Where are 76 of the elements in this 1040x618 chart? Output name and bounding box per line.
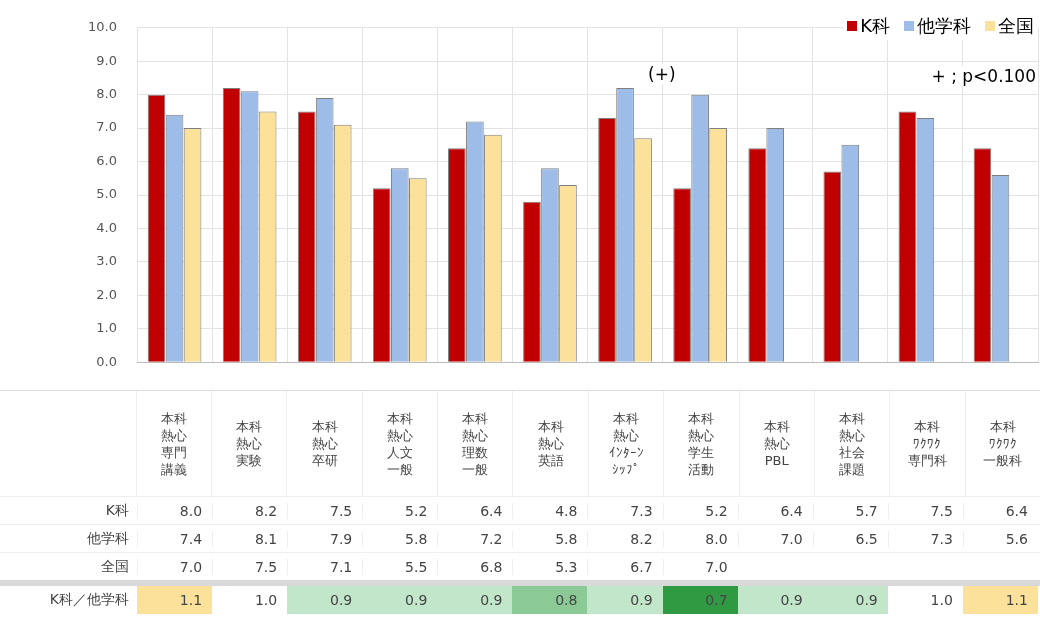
data-label: 0.9 (812, 586, 888, 614)
x-tick-label: 本科熱心人文一般 (386, 409, 413, 478)
y-tick-label: 2.0 (96, 286, 117, 302)
data-label: 6.8 (437, 558, 513, 575)
x-tick-label: 本科熱心学生活動 (688, 409, 715, 478)
y-tick-label: 3.0 (96, 253, 117, 269)
legend-label: 他学科 (917, 14, 971, 38)
data-label: 6.4 (737, 502, 813, 519)
data-label: 5.2 (662, 502, 738, 519)
data-label: 8.0 (662, 530, 738, 547)
data-label: 0.9 (362, 586, 438, 614)
data-label: 7.1 (287, 558, 363, 575)
data-label: 7.4 (137, 530, 213, 547)
data-label: 7.0 (662, 558, 738, 575)
y-tick-label: 0.0 (96, 353, 117, 369)
data-label: 0.9 (287, 586, 363, 614)
data-label: 1.0 (212, 586, 288, 614)
data-label: 0.7 (662, 586, 738, 614)
x-tick-label: 本科熱心社会課題 (839, 409, 866, 478)
data-label: 7.3 (587, 502, 663, 519)
data-label: 0.8 (512, 586, 588, 614)
y-tick-label: K科／他学科 (48, 591, 130, 609)
y-tick-label: 8.0 (96, 86, 117, 102)
data-label: 6.7 (587, 558, 663, 575)
data-label: 8.2 (212, 502, 288, 519)
x-tick-label: 本科熱心卒研 (311, 418, 338, 469)
x-tick-label: 本科熱心ｲﾝﾀｰﾝｼｯﾌﾟ (608, 409, 644, 478)
x-tick-label: 本科熱心PBL (763, 418, 790, 469)
data-label: 1.0 (887, 586, 963, 614)
x-tick-label: 本科熱心英語 (537, 418, 564, 469)
legend-label: 全国 (998, 14, 1034, 38)
data-label: 5.3 (512, 558, 588, 575)
data-label: 8.1 (212, 530, 288, 547)
data-label: 7.5 (212, 558, 288, 575)
data-label: 7.5 (287, 502, 363, 519)
y-tick-label: 1.0 (96, 320, 117, 336)
y-tick-label: 10.0 (88, 19, 117, 35)
data-label: 0.9 (587, 586, 663, 614)
data-label: 6.4 (437, 502, 513, 519)
data-label: 1.1 (962, 586, 1038, 614)
data-label: 5.8 (512, 530, 588, 547)
y-tick-label: 6.0 (96, 152, 117, 168)
data-label: 8.2 (587, 530, 663, 547)
data-label: 7.0 (737, 530, 813, 547)
data-label: 7.9 (287, 530, 363, 547)
y-tick-label: 4.0 (96, 219, 117, 235)
text: 全国 (101, 557, 129, 574)
x-tick-label: 本科熱心専門講義 (160, 409, 187, 478)
data-label: 6.4 (962, 502, 1038, 519)
legend-label: K科 (860, 14, 890, 38)
annotation: + ; p<0.100 (931, 66, 1036, 86)
data-label: 6.5 (812, 530, 888, 547)
x-tick-label: 本科ﾜｸﾜｸ専門科 (907, 418, 947, 469)
data-label: 7.3 (887, 530, 963, 547)
data-label: 5.2 (362, 502, 438, 519)
x-tick-label: 本科熱心理数一般 (462, 409, 489, 478)
y-tick-label: 5.0 (96, 186, 117, 202)
y-tick-label: 7.0 (96, 119, 117, 135)
text: K科 (105, 501, 129, 518)
annotation: (+) (648, 64, 676, 84)
data-label: 7.0 (137, 558, 213, 575)
data-label: 5.8 (362, 530, 438, 547)
data-label: 1.1 (137, 586, 213, 614)
data-label: 5.5 (362, 558, 438, 575)
data-label: 0.9 (737, 586, 813, 614)
data-label: 5.6 (962, 530, 1038, 547)
x-tick-label: 本科熱心実験 (236, 418, 263, 469)
y-tick-label: 9.0 (96, 52, 117, 68)
data-label: 8.0 (137, 502, 213, 519)
data-label: 4.8 (512, 502, 588, 519)
data-label: 5.7 (812, 502, 888, 519)
x-tick-label: 本科ﾜｸﾜｸ一般科 (983, 418, 1023, 469)
data-label: 0.9 (437, 586, 513, 614)
data-label: 7.5 (887, 502, 963, 519)
data-label: 7.2 (437, 530, 513, 547)
text: 他学科 (87, 529, 129, 546)
